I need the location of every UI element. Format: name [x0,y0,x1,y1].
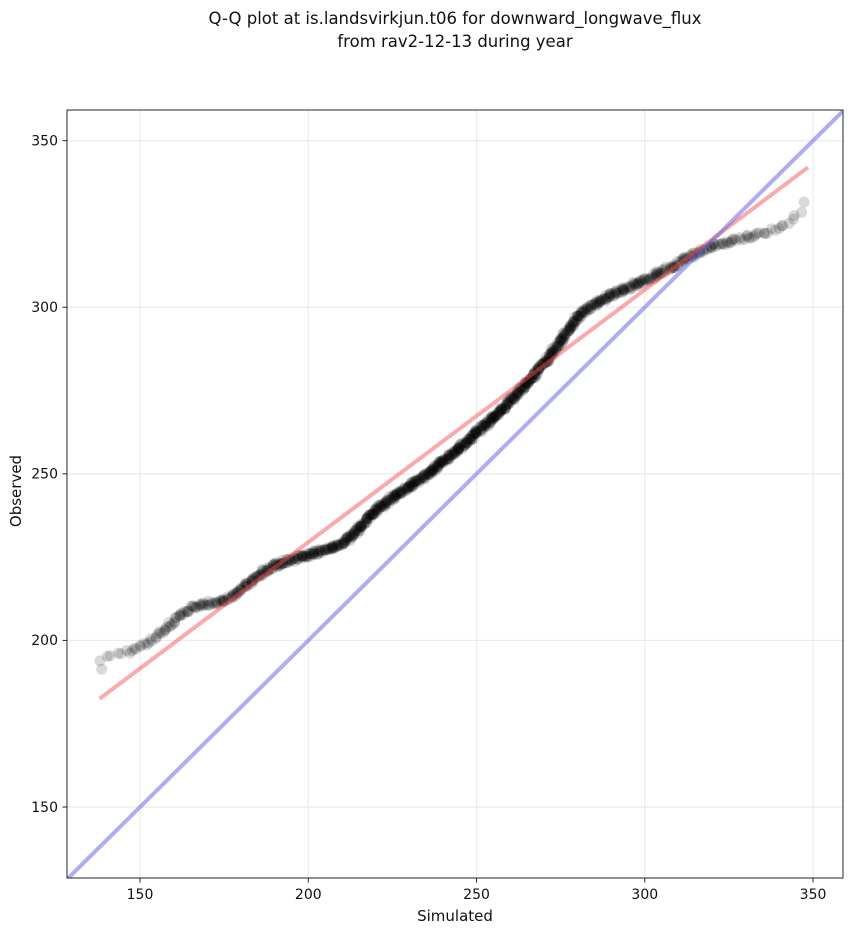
identity-line [67,110,843,878]
y-tick-label-250: 250 [31,467,58,483]
x-tick-label-150: 150 [127,887,154,903]
fit-line [98,165,810,701]
chart-title-line2: from rav2-12-13 during year [337,32,573,51]
x-axis-label: Simulated [417,907,493,925]
chart-title: Q-Q plot at is.landsvirkjun.t06 for down… [67,7,843,53]
x-tick-label-350: 350 [800,887,827,903]
x-tick-label-250: 250 [463,887,490,903]
y-axis-label: Observed [7,454,25,528]
y-tick-label-200: 200 [31,633,58,649]
x-tick-label-200: 200 [295,887,322,903]
y-tick-label-150: 150 [31,800,58,816]
qq-scatter-points [94,196,810,675]
y-tick-label-350: 350 [31,133,58,149]
gridlines [67,110,843,878]
plot-spines [66,109,844,879]
y-tick-label-300: 300 [31,300,58,316]
x-tick-label-300: 300 [631,887,658,903]
chart-title-line1: Q-Q plot at is.landsvirkjun.t06 for down… [208,9,702,28]
axis-ticks: 150 200 250 300 350 150 200 250 300 350 [31,133,826,903]
